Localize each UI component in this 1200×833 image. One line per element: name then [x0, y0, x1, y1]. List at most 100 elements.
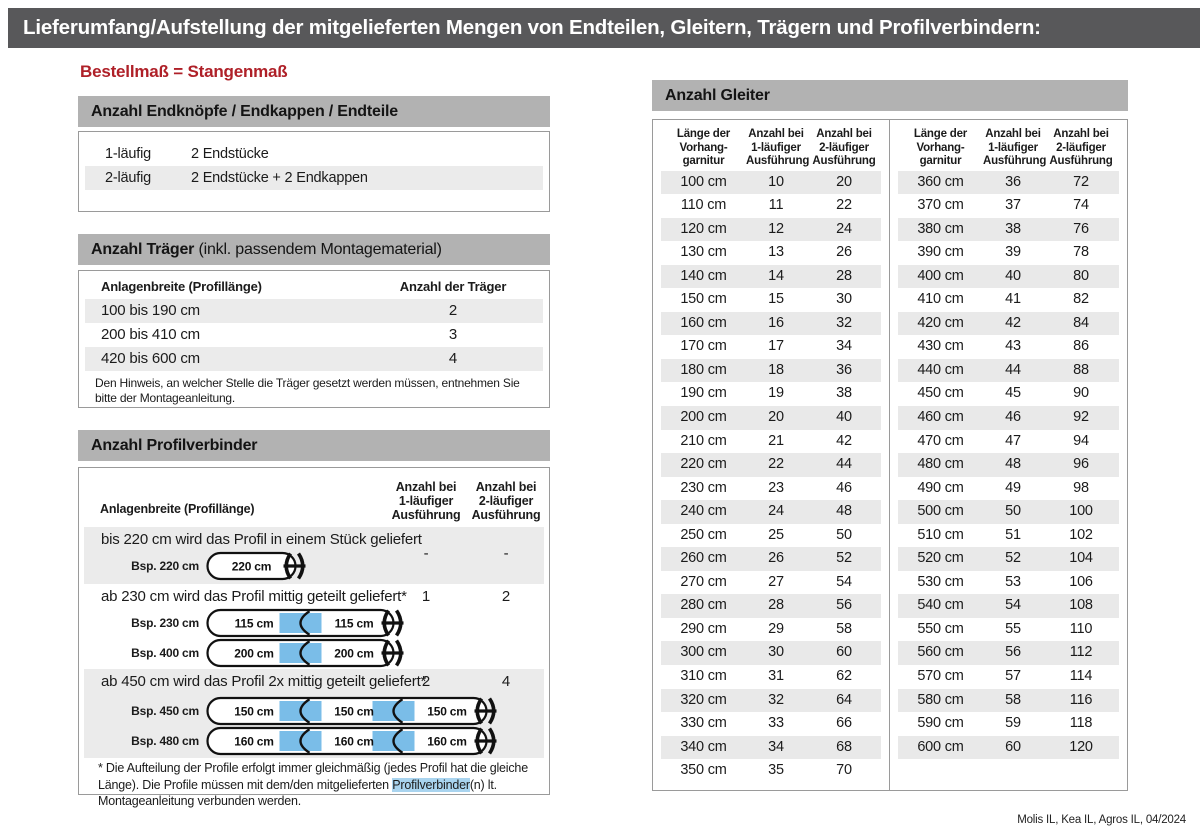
profile-example-diagram: Bsp. 220 cm 220 cm [109, 551, 310, 581]
example-label: Bsp. 400 cm [131, 646, 199, 660]
gleiter-row: 550 cm 55 110 [917, 620, 1093, 637]
gleiter-header-row: Länge der Vorhang-garnitur Anzahl bei 1-läu… [898, 125, 1119, 169]
svg-text:150 cm: 150 cm [234, 705, 274, 719]
rule-text: bis 220 cm wird das Profil in einem Stüc… [101, 531, 422, 548]
gleiter-row: 520 cm 52 104 [898, 547, 1119, 571]
gleiter-row: 480 cm 48 96 [898, 453, 1119, 477]
connector-count-1: 1 [421, 588, 431, 605]
profile-example-diagram: Bsp. 450 cm 150 cm 150 cm 150 cm [109, 696, 501, 726]
profile-example-diagram: Bsp. 230 cm 115 cm 115 cm [109, 608, 408, 638]
svg-text:200 cm: 200 cm [234, 647, 274, 661]
connector-count-1: - [423, 545, 429, 562]
gleiter-row: 180 cm 18 36 [661, 358, 881, 383]
gleiter-row: 560 cm 56 112 [898, 641, 1119, 665]
gleiter-row: 250 cm 25 50 [680, 526, 852, 543]
column-header: Anzahl bei 2-läufiger Ausführung [812, 128, 876, 167]
gleiter-row: 570 cm 57 114 [917, 667, 1093, 684]
column-header: Länge der Vorhang-garnitur [676, 128, 731, 167]
footnote-highlighted-term: Profilverbinder [392, 777, 470, 792]
parts-value: 2 Endstücke + 2 Endkappen [191, 170, 368, 186]
product-footer: Molis IL, Kea IL, Agros IL, 04/2024 [1017, 814, 1186, 826]
gleiter-row: 260 cm 26 52 [661, 547, 881, 571]
gleiter-row: 170 cm 17 34 [680, 338, 852, 355]
section-title-rest: (inkl. passendem Montagematerial) [194, 241, 442, 258]
end-piece-icon [283, 552, 306, 580]
end-piece-icon [474, 697, 497, 725]
column-header: Anzahl bei 1-läufiger Ausführung [983, 128, 1047, 167]
table-row: 420 bis 600 cm 4 [85, 347, 543, 371]
gleiter-row: 450 cm 45 90 [917, 385, 1089, 402]
section-header-traeger: Anzahl Träger (inkl. passendem Montagema… [78, 234, 550, 265]
column-header: Anzahl bei 1-läufiger Ausführung [746, 128, 810, 167]
column-header: Länge der Vorhang-garnitur [913, 128, 968, 167]
table-row: 100 bis 190 cm 2 [85, 299, 543, 323]
footnote: * Die Aufteilung der Profile erfolgt imm… [98, 760, 537, 810]
profile-example-diagram: Bsp. 480 cm 160 cm 160 cm 160 cm [109, 726, 501, 756]
svg-text:115 cm: 115 cm [335, 617, 374, 631]
gleiter-row: 510 cm 51 102 [917, 526, 1093, 543]
gleiter-row: 140 cm 14 28 [661, 264, 881, 289]
section-header-gleiter: Anzahl Gleiter [652, 80, 1128, 111]
connector-count-2: - [503, 545, 509, 562]
footnote-text: (n) lt. Montageanleitung verbunden werde… [98, 777, 497, 809]
gleiter-row: 130 cm 13 26 [680, 244, 852, 261]
svg-text:160 cm: 160 cm [234, 735, 274, 749]
profile-diagram: 160 cm 160 cm 160 cm [206, 726, 497, 756]
gleiter-row: 440 cm 44 88 [898, 358, 1119, 383]
profile-example-diagram: Bsp. 400 cm 200 cm 200 cm [109, 638, 408, 668]
profilverbinder-table: Anlagenbreite (Profillänge) Anzahl bei 1-… [78, 467, 550, 808]
gleiter-row: 490 cm 49 98 [917, 479, 1089, 496]
example-label: Bsp. 450 cm [131, 704, 199, 718]
example-label: Bsp. 230 cm [131, 616, 199, 630]
gleiter-row: 190 cm 19 38 [680, 385, 852, 402]
svg-text:160 cm: 160 cm [427, 735, 467, 749]
gleiter-table-left: Länge der Vorhang-garnitur Anzahl bei 1-läu… [653, 120, 890, 790]
gleiter-row: 430 cm 43 86 [917, 338, 1089, 355]
svg-text:220 cm: 220 cm [232, 560, 272, 574]
svg-text:160 cm: 160 cm [334, 735, 374, 749]
profile-diagram: 115 cm 115 cm [206, 608, 404, 638]
gleiter-row: 300 cm 30 60 [661, 641, 881, 665]
mounting-note: Den Hinweis, an welcher Stelle die Träge… [95, 376, 520, 406]
gleiter-row: 360 cm 36 72 [898, 170, 1119, 195]
gleiter-row: 420 cm 42 84 [898, 311, 1119, 336]
profile-examples: Bsp. 450 cm 150 cm 150 cm 150 cm Bsp. 480 cm… [109, 696, 501, 756]
gleiter-row: 540 cm 54 108 [898, 594, 1119, 618]
gleiter-row: 400 cm 40 80 [898, 264, 1119, 289]
table-header-row: Anlagenbreite (Profillänge) Anzahl der T… [85, 275, 543, 299]
gleiter-row: 270 cm 27 54 [680, 573, 852, 590]
table-row: ab 450 cm wird das Profil 2x mittig gete… [84, 669, 544, 758]
run-count-label: 2-läufig [105, 170, 151, 186]
gleiter-row: 500 cm 50 100 [898, 500, 1119, 524]
gleiter-row: 290 cm 29 58 [680, 620, 852, 637]
gleiter-row: 460 cm 46 92 [898, 405, 1119, 430]
gleiter-row: 160 cm 16 32 [661, 311, 881, 336]
gleiter-row: 380 cm 38 76 [898, 217, 1119, 242]
gleiter-table: Länge der Vorhang-garnitur Anzahl bei 1-läu… [652, 119, 1128, 791]
profile-examples: Bsp. 230 cm 115 cm 115 cm Bsp. 400 cm 200 cm… [109, 608, 408, 668]
gleiter-row: 600 cm 60 120 [898, 735, 1119, 760]
section-header-endteile: Anzahl Endknöpfe / Endkappen / Endteile [78, 96, 550, 127]
gleiter-row: 200 cm 20 40 [661, 405, 881, 430]
profile-diagram: 200 cm 200 cm [206, 638, 404, 668]
gleiter-row: 580 cm 58 116 [898, 688, 1119, 713]
column-header: Anzahl bei 2-läufiger Ausführung [1049, 128, 1113, 167]
gleiter-header-row: Länge der Vorhang-garnitur Anzahl bei 1-läu… [661, 125, 881, 169]
profile-examples: Bsp. 220 cm 220 cm [109, 551, 310, 581]
gleiter-row: 340 cm 34 68 [661, 735, 881, 760]
gleiter-row: 390 cm 39 78 [917, 244, 1089, 261]
column-header: Anzahl bei 1-läufiger Ausführung [391, 480, 461, 522]
gleiter-row: 230 cm 23 46 [680, 479, 852, 496]
gleiter-row: 210 cm 21 42 [680, 432, 852, 449]
gleiter-row: 310 cm 31 62 [680, 667, 852, 684]
page-title: Lieferumfang/Aufstellung der mitgeliefer… [8, 8, 1200, 48]
svg-text:150 cm: 150 cm [334, 705, 374, 719]
gleiter-row: 590 cm 59 118 [917, 715, 1093, 732]
table-row: ab 230 cm wird das Profil mittig geteilt… [84, 584, 544, 669]
example-label: Bsp. 480 cm [131, 734, 199, 748]
gleiter-row: 370 cm 37 74 [917, 197, 1089, 214]
column-header: Anlagenbreite (Profillänge) [100, 502, 255, 516]
column-header: Anlagenbreite (Profillänge) [101, 279, 262, 294]
section-title-bold: Anzahl Träger [91, 241, 195, 258]
traeger-table: Anlagenbreite (Profillänge) Anzahl der T… [78, 270, 550, 408]
